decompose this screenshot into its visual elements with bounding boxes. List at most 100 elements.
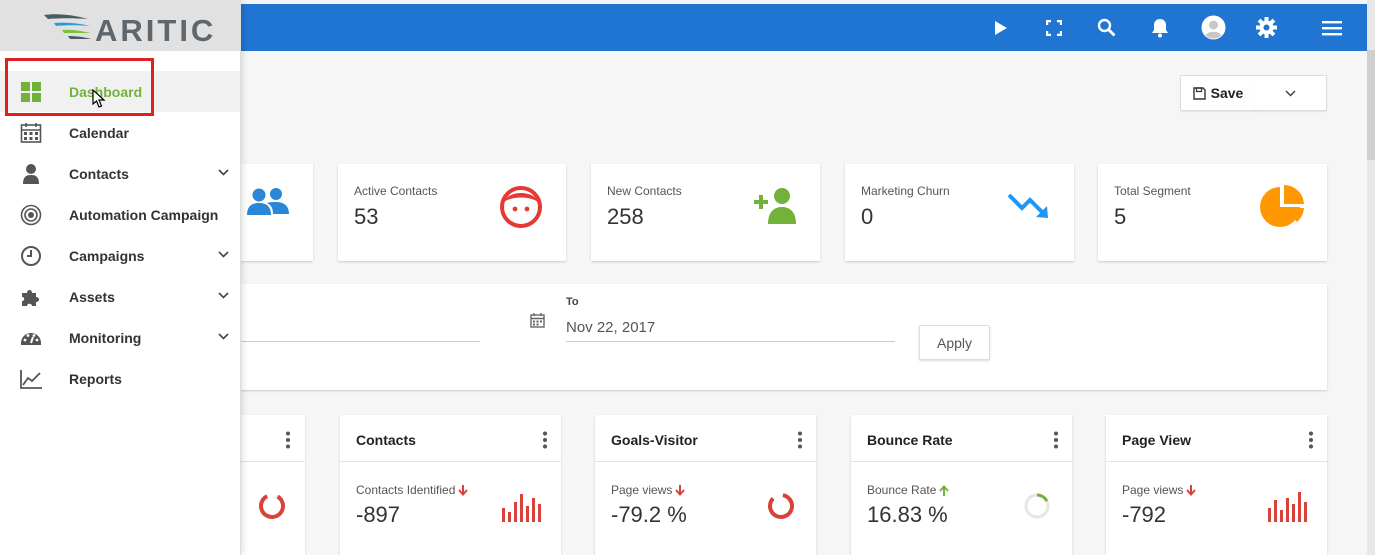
users-icon [247,188,289,215]
face-icon [500,186,542,228]
calendar-icon [530,313,545,328]
calendar-icon [20,123,42,143]
scrollbar[interactable] [1367,0,1375,555]
sidebar-item-label: Calendar [69,125,129,141]
widget-subtitle: Contacts Identified [356,483,469,497]
arrow-down-icon [1186,484,1197,496]
stat-card-total-segment: Total Segment 5 [1098,164,1327,261]
bar-chart-icon [502,494,541,522]
more-options-icon[interactable] [282,431,294,449]
sidebar-item-label: Contacts [69,166,129,182]
bar-chart-icon [1268,492,1307,522]
widget-contacts: Contacts Contacts Identified -897 [340,415,561,555]
stat-value: 53 [354,204,379,229]
widget-value: 16.83 % [867,502,948,527]
gauge-icon [21,333,41,345]
stat-card-partial [240,164,313,261]
brand-name: ARITIC [95,13,217,48]
scrollbar-thumb[interactable] [1367,50,1375,160]
widget-header [240,415,305,462]
widget-header: Page View [1106,415,1327,462]
dashboard-main: Save Active Contacts 53 New Contacts 258… [0,51,1351,555]
more-options-icon[interactable] [1050,431,1062,449]
stat-label: Active Contacts [354,184,438,198]
widget-sub-label: Contacts Identified [356,483,456,497]
ring-icon [259,493,285,519]
sidebar-item-label: Campaigns [69,248,145,264]
arrow-down-icon [675,484,686,496]
widget-title: Contacts [356,432,416,448]
line-chart-icon [20,370,42,389]
more-options-icon[interactable] [794,431,806,449]
widget-sub-label: Page views [611,483,673,497]
sidebar-item-dashboard[interactable]: Dashboard [0,71,240,112]
stat-card-active-contacts: Active Contacts 53 [338,164,566,261]
sidebar-item-assets[interactable]: Assets [0,276,240,317]
sidebar-item-label: Monitoring [69,330,142,346]
stat-value: 258 [607,204,644,229]
apply-button[interactable]: Apply [919,325,990,360]
gear-icon[interactable] [1246,4,1286,51]
widget-header: Goals-Visitor [595,415,816,462]
sidebar-item-label: Assets [69,289,115,305]
search-icon[interactable] [1086,4,1126,51]
save-label: Save [1210,85,1244,101]
stat-label: Total Segment [1114,184,1191,198]
widget-partial [240,415,305,555]
widget-title: Bounce Rate [867,432,953,448]
stat-value: 0 [861,204,874,229]
fullscreen-icon[interactable] [1034,4,1074,51]
widget-header: Contacts [340,415,561,462]
widget-subtitle: Page views [1122,483,1197,497]
to-date-label: To [566,296,579,308]
chevron-down-icon [218,251,229,258]
user-avatar-icon[interactable] [1193,4,1233,51]
bell-icon[interactable] [1140,4,1180,51]
widget-subtitle: Page views [611,483,686,497]
clock-icon [21,246,41,266]
more-options-icon[interactable] [539,431,551,449]
sidebar-item-label: Dashboard [69,84,143,100]
widget-goals-visitor: Goals-Visitor Page views -79.2 % [595,415,816,555]
to-date-input[interactable] [566,314,895,342]
sidebar-item-calendar[interactable]: Calendar [0,112,240,153]
puzzle-icon [22,290,39,306]
person-icon [23,164,39,184]
sidebar-item-contacts[interactable]: Contacts [0,153,240,194]
pie-icon [1260,184,1304,227]
trend-down-icon [1007,193,1048,218]
save-options-dropdown[interactable] [1255,75,1327,111]
sidebar-item-campaigns[interactable]: Campaigns [0,235,240,276]
save-button[interactable]: Save [1180,75,1256,111]
widget-page-view: Page View Page views -792 [1106,415,1327,555]
arrow-down-icon [458,484,469,496]
stat-label: New Contacts [607,184,682,198]
widget-sub-label: Page views [1122,483,1184,497]
stat-card-marketing-churn: Marketing Churn 0 [845,164,1074,261]
widget-sub-label: Bounce Rate [867,483,937,497]
sidebar-item-label: Reports [69,371,122,387]
dashboard-icon [21,82,41,102]
sidebar-item-automation-campaign[interactable]: Automation Campaign [0,194,240,235]
brand-logo[interactable]: ARITIC [0,0,240,51]
from-date-field[interactable] [240,341,480,342]
hamburger-menu-icon[interactable] [1312,4,1352,51]
sidebar-item-monitoring[interactable]: Monitoring [0,317,240,358]
chevron-down-icon [218,333,229,340]
play-icon[interactable] [981,4,1021,51]
mouse-cursor-icon [92,89,106,108]
sidebar-item-reports[interactable]: Reports [0,358,240,399]
widget-subtitle: Bounce Rate [867,483,950,497]
more-options-icon[interactable] [1305,431,1317,449]
date-filter-panel: To Apply [240,284,1327,390]
chevron-down-icon [218,169,229,176]
chevron-down-icon [218,292,229,299]
widget-header: Bounce Rate [851,415,1072,462]
widget-title: Goals-Visitor [611,432,698,448]
widget-bounce-rate: Bounce Rate Bounce Rate 16.83 % [851,415,1072,555]
chevron-down-icon [1285,89,1296,97]
ring-icon [1024,493,1050,519]
add-user-icon [754,188,796,224]
widget-value: -792 [1122,502,1167,527]
widget-value: -897 [356,502,401,527]
